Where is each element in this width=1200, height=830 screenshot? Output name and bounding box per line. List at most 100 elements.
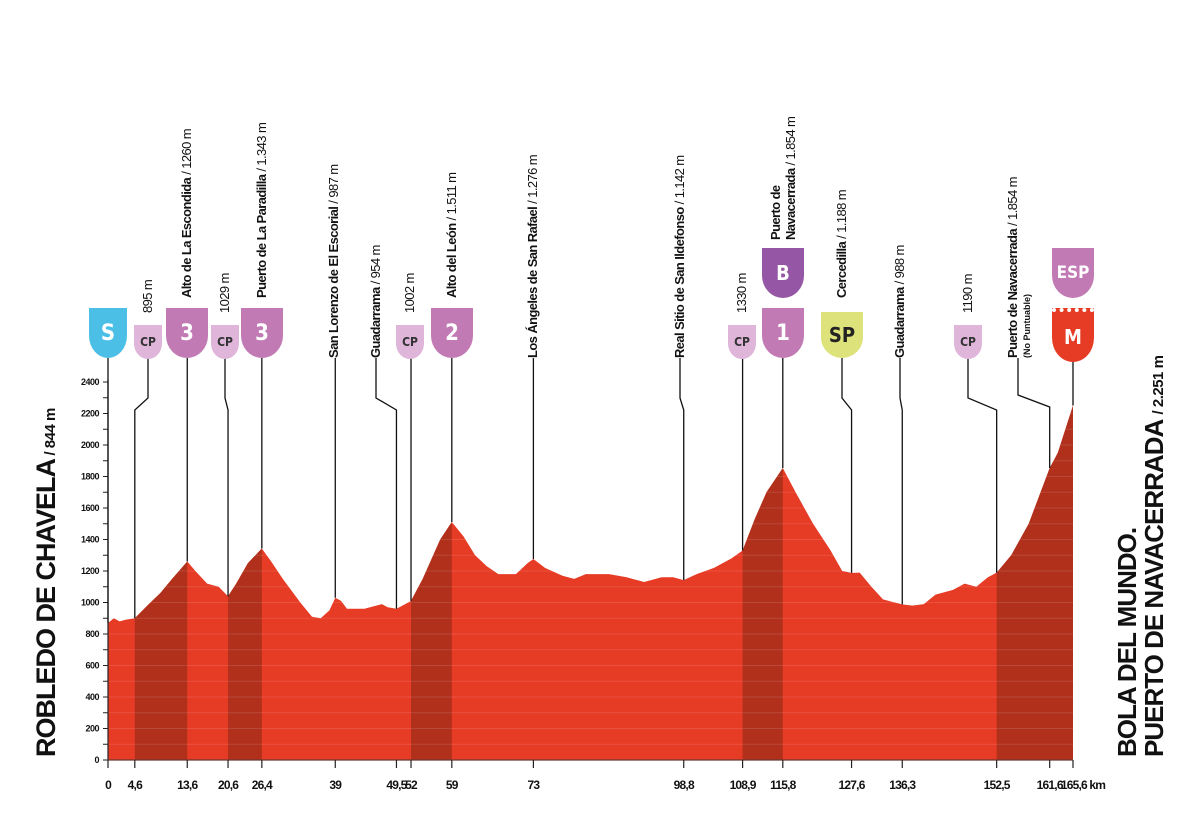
waypoint-altitude: / 987 m bbox=[326, 164, 341, 207]
waypoint-name: Alto de La Escondida bbox=[179, 177, 194, 298]
climb-segment bbox=[996, 405, 1073, 760]
waypoint-label: Alto de La Escondida / 1260 m bbox=[179, 129, 195, 298]
badge-cp-icon: CP bbox=[396, 325, 424, 359]
badge-cp-icon: CP bbox=[134, 325, 162, 359]
start-label: ROBLEDO DE CHAVELA / 844 m bbox=[31, 408, 65, 757]
waypoint-label: Los Ángeles de San Rafael / 1.276 m bbox=[525, 155, 541, 358]
leader-line bbox=[134, 358, 149, 619]
waypoint-altitude: 1330 m bbox=[734, 273, 749, 313]
waypoint-label: Guadarrama / 988 m bbox=[892, 245, 908, 358]
waypoint-label: 1029 m bbox=[217, 273, 233, 313]
waypoint-name-line2: Navacerrada bbox=[783, 168, 798, 240]
leader-line bbox=[841, 358, 853, 573]
badge-b-icon: B bbox=[762, 248, 804, 298]
waypoint-altitude: / 988 m bbox=[892, 245, 907, 288]
badge-cp-icon: CP bbox=[211, 325, 239, 359]
y-tick-label: 0 bbox=[94, 755, 99, 765]
waypoint-name: Cercedilla bbox=[834, 241, 849, 298]
x-tick-label: 49,5 bbox=[386, 778, 407, 792]
y-tick-label: 1400 bbox=[81, 535, 100, 545]
badge-sp-icon: SP bbox=[821, 312, 863, 358]
leader-line bbox=[375, 358, 398, 609]
y-tick-label: 1600 bbox=[81, 503, 100, 513]
profile-area bbox=[108, 405, 1073, 760]
waypoint-altitude: / 1.188 m bbox=[834, 190, 849, 242]
waypoint-name: Guadarrama bbox=[368, 287, 383, 358]
waypoint-name: Puerto de bbox=[768, 185, 783, 240]
leader-line bbox=[1017, 358, 1051, 468]
waypoint-altitude: / 1260 m bbox=[179, 129, 194, 178]
x-tick-label: 4,6 bbox=[128, 778, 143, 792]
waypoint-label: Puerto de La Paradilla / 1.343 m bbox=[254, 123, 270, 298]
badge-3-icon: 3 bbox=[241, 308, 283, 358]
waypoint-label: Puerto de Navacerrada / 1.854 m bbox=[1005, 177, 1021, 358]
waypoint-name: San Lorenzo de El Escorial bbox=[326, 206, 341, 358]
finish-altitude: / 2.251 m bbox=[1150, 355, 1167, 415]
y-tick-label: 400 bbox=[85, 692, 99, 702]
x-tick-label: 59 bbox=[446, 778, 459, 792]
waypoint-label: 1002 m bbox=[402, 273, 418, 313]
x-tick-label: 152,5 bbox=[984, 778, 1011, 792]
waypoint-altitude: 895 m bbox=[140, 279, 155, 313]
y-tick-label: 1800 bbox=[81, 472, 100, 482]
waypoint-label: Cercedilla / 1.188 m bbox=[834, 190, 850, 298]
leader-line bbox=[679, 358, 685, 581]
waypoint-label: 1190 m bbox=[960, 274, 976, 313]
leader-line bbox=[967, 358, 998, 573]
y-tick-label: 2400 bbox=[81, 377, 100, 387]
waypoint-label: Guadarrama / 954 m bbox=[368, 245, 384, 358]
x-tick-label: 39 bbox=[329, 778, 342, 792]
waypoint-altitude: / 1.854 m bbox=[783, 116, 798, 169]
badge-esp-icon: ESP bbox=[1052, 248, 1094, 298]
waypoint-label: 895 m bbox=[140, 280, 156, 313]
x-tick-label: 108,9 bbox=[730, 778, 757, 792]
waypoint-name: Alto del León bbox=[444, 223, 459, 298]
waypoint-label: Puerto de Navacerrada / 1.854 m bbox=[768, 117, 798, 240]
climb-segment bbox=[742, 468, 783, 760]
waypoint-note: (No Puntuable) bbox=[1022, 294, 1032, 358]
waypoint-altitude: / 1.854 m bbox=[1005, 177, 1020, 229]
climb-segment bbox=[411, 522, 452, 760]
waypoint-name: Puerto de Navacerrada bbox=[1005, 228, 1020, 358]
x-tick-label: 165,6 km bbox=[1061, 778, 1105, 792]
badge-s-icon: S bbox=[89, 308, 127, 358]
y-tick-label: 1000 bbox=[81, 598, 100, 608]
y-tick-label: 200 bbox=[85, 724, 99, 734]
waypoint-label: Alto del León / 1.511 m bbox=[444, 173, 460, 298]
y-tick-label: 800 bbox=[85, 629, 99, 639]
y-tick-label: 600 bbox=[85, 661, 99, 671]
climb-segment bbox=[228, 548, 262, 760]
y-tick-label: 2200 bbox=[81, 409, 100, 419]
waypoint-label: San Lorenzo de El Escorial / 987 m bbox=[326, 165, 342, 358]
waypoint-altitude: / 1.142 m bbox=[672, 155, 687, 208]
waypoint-name: Puerto de La Paradilla bbox=[254, 174, 269, 298]
waypoint-altitude: 1029 m bbox=[217, 273, 232, 313]
x-tick-label: 13,6 bbox=[177, 778, 198, 792]
start-name: ROBLEDO DE CHAVELA bbox=[31, 458, 61, 757]
leader-line bbox=[224, 358, 229, 597]
x-tick-label: 20,6 bbox=[218, 778, 239, 792]
waypoint-label: 1330 m bbox=[734, 273, 750, 313]
badge-m-icon: M bbox=[1052, 308, 1094, 362]
waypoint-altitude: 1190 m bbox=[960, 274, 975, 313]
finish-name-line2: PUERTO DE NAVACERRADA bbox=[1139, 420, 1169, 757]
waypoint-altitude: / 1.276 m bbox=[525, 155, 540, 207]
x-tick-label: 161,6 bbox=[1037, 778, 1064, 792]
leader-line bbox=[899, 358, 903, 605]
climb-segment bbox=[134, 561, 188, 760]
badge-2-icon: 2 bbox=[431, 308, 473, 358]
badge-cp-icon: CP bbox=[954, 325, 982, 359]
start-altitude: / 844 m bbox=[42, 408, 59, 456]
waypoint-altitude: 1002 m bbox=[402, 273, 417, 313]
waypoint-label: Real Sitio de San Ildefonso / 1.142 m bbox=[672, 156, 688, 358]
finish-label: BOLA DEL MUNDO. PUERTO DE NAVACERRADA / … bbox=[1112, 355, 1172, 757]
y-tick-label: 2000 bbox=[81, 440, 100, 450]
x-tick-label: 127,6 bbox=[839, 778, 866, 792]
x-tick-label: 115,8 bbox=[770, 778, 796, 792]
finish-name-line1: BOLA DEL MUNDO. bbox=[1112, 527, 1142, 757]
waypoint-name: Guadarrama bbox=[892, 287, 907, 358]
x-tick-label: 52 bbox=[405, 778, 418, 792]
waypoint-name: Los Ángeles de San Rafael bbox=[525, 206, 540, 358]
